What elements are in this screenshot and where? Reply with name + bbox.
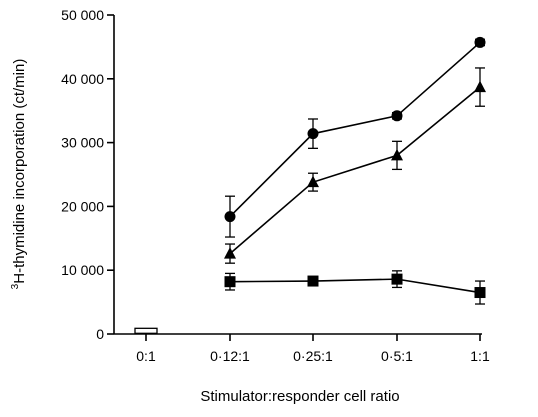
y-tick-label: 50 000 — [61, 7, 104, 23]
series-line — [229, 41, 481, 218]
x-tick-label: 0·25:1 — [293, 348, 333, 364]
data-point — [224, 247, 236, 259]
y-tick-label: 0 — [96, 326, 104, 342]
series-circle — [224, 36, 486, 238]
series-layer — [134, 36, 486, 334]
data-point — [391, 110, 403, 122]
y-tick-label: 20 000 — [61, 198, 104, 214]
y-axis-label: 3H-thymidine incorporation (ct/min) — [10, 59, 28, 290]
data-point — [307, 128, 319, 140]
series-square — [224, 270, 486, 305]
data-point — [307, 175, 319, 188]
x-tick-label: 1:1 — [470, 348, 490, 364]
data-point — [474, 287, 486, 299]
data-point — [307, 275, 319, 287]
data-point — [391, 148, 403, 161]
series-line — [229, 278, 481, 294]
x-tick-label: 0:1 — [136, 348, 156, 364]
data-point — [474, 36, 486, 48]
data-point — [474, 80, 486, 93]
x-tick-label: 0·12:1 — [210, 348, 250, 364]
data-point — [391, 273, 403, 285]
y-ticks: 0 10 000 20 000 30 000 40 000 50 000 — [61, 7, 114, 342]
data-point — [224, 211, 236, 223]
axes — [113, 15, 482, 335]
y-axis-label-main: H-thymidine incorporation (ct/min) — [11, 59, 28, 284]
x-ticks: 0:1 0·12:1 0·25:1 0·5:1 1:1 — [136, 334, 490, 364]
y-tick-label: 10 000 — [61, 262, 104, 278]
data-point — [134, 327, 158, 334]
data-point — [224, 276, 236, 288]
y-tick-label: 40 000 — [61, 71, 104, 87]
series-line — [229, 86, 481, 255]
y-axis-label-superscript: 3 — [10, 283, 21, 289]
x-axis-label: Stimulator:responder cell ratio — [200, 388, 399, 405]
y-tick-label: 30 000 — [61, 135, 104, 151]
series-triangle — [224, 67, 486, 264]
x-tick-label: 0·5:1 — [381, 348, 413, 364]
series-open-square — [134, 327, 158, 334]
